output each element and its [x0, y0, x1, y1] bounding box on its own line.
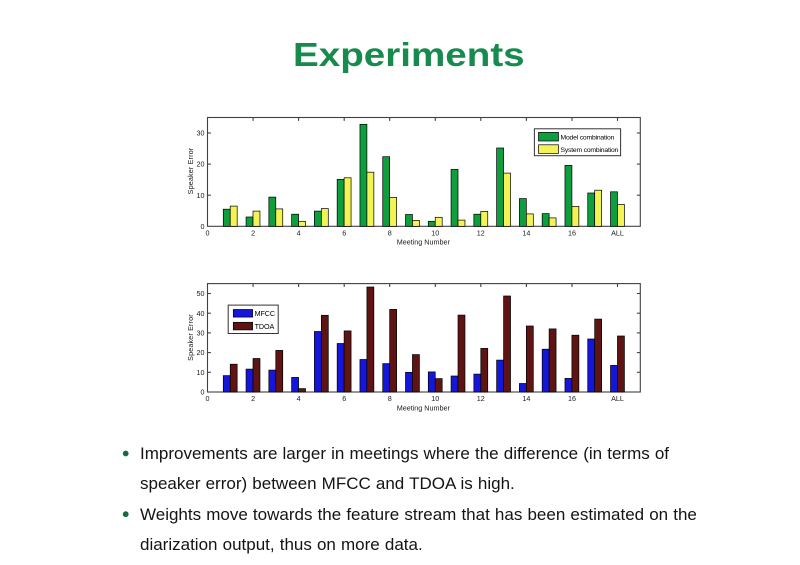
svg-text:14: 14 — [522, 228, 530, 237]
svg-text:Meeting Number: Meeting Number — [397, 403, 451, 412]
svg-text:10: 10 — [197, 191, 205, 200]
svg-text:10: 10 — [431, 228, 439, 237]
svg-text:0: 0 — [201, 388, 205, 397]
svg-text:ALL: ALL — [611, 394, 624, 403]
svg-text:20: 20 — [197, 160, 205, 169]
svg-text:4: 4 — [297, 228, 301, 237]
svg-text:Model combination: Model combination — [561, 134, 615, 141]
svg-text:Speaker Error: Speaker Error — [186, 147, 195, 194]
svg-text:2: 2 — [251, 394, 255, 403]
svg-text:ALL: ALL — [611, 228, 624, 237]
svg-text:40: 40 — [197, 309, 205, 318]
svg-text:50: 50 — [197, 289, 205, 298]
svg-text:0: 0 — [206, 394, 210, 403]
svg-text:14: 14 — [522, 394, 530, 403]
svg-text:2: 2 — [251, 228, 255, 237]
svg-text:MFCC: MFCC — [255, 309, 275, 318]
svg-text:0: 0 — [206, 228, 210, 237]
svg-text:10: 10 — [197, 368, 205, 377]
svg-text:TDOA: TDOA — [255, 322, 275, 331]
svg-text:System combination: System combination — [561, 147, 619, 154]
svg-text:8: 8 — [388, 228, 392, 237]
svg-text:10: 10 — [431, 394, 439, 403]
svg-text:16: 16 — [568, 228, 576, 237]
svg-text:0: 0 — [201, 222, 205, 231]
svg-text:30: 30 — [197, 329, 205, 338]
svg-text:4: 4 — [297, 394, 301, 403]
svg-text:20: 20 — [197, 348, 205, 357]
svg-text:Meeting Number: Meeting Number — [397, 238, 451, 247]
svg-text:Speaker Error: Speaker Error — [186, 314, 195, 361]
svg-text:12: 12 — [477, 228, 485, 237]
svg-text:30: 30 — [197, 129, 205, 138]
svg-text:6: 6 — [342, 394, 346, 403]
svg-text:16: 16 — [568, 394, 576, 403]
svg-text:8: 8 — [388, 394, 392, 403]
svg-text:12: 12 — [477, 394, 485, 403]
svg-text:6: 6 — [342, 228, 346, 237]
